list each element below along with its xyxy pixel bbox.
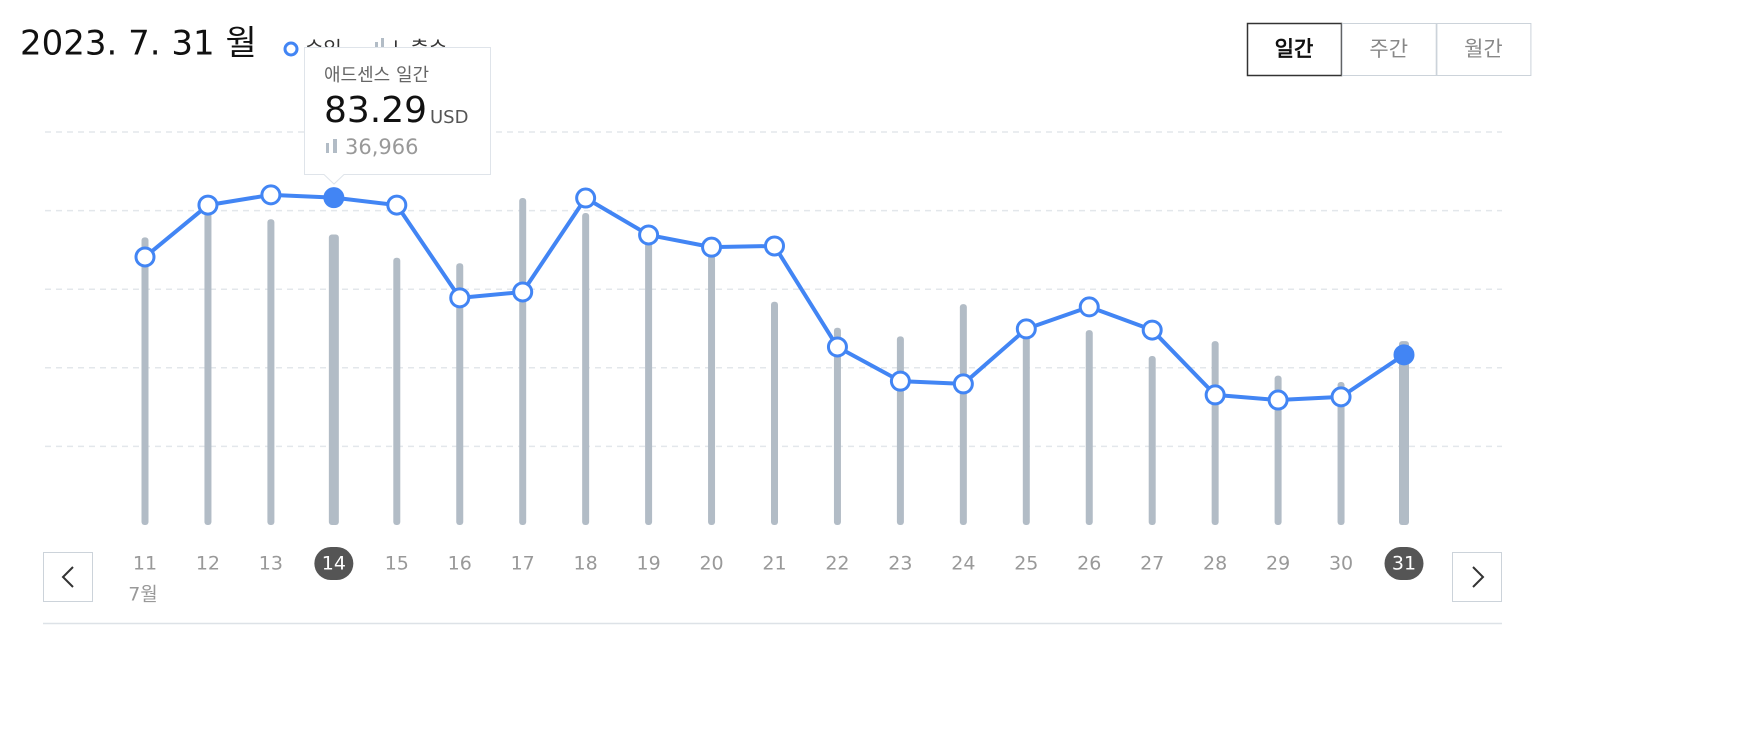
point xyxy=(197,194,219,216)
bar xyxy=(267,219,275,525)
bar xyxy=(1274,375,1282,525)
x-tick-label: 24 xyxy=(951,553,975,575)
bar xyxy=(896,336,904,525)
x-highlight xyxy=(1384,547,1424,580)
tooltip-title: 애드센스 일간 xyxy=(324,65,429,86)
prev-button[interactable] xyxy=(43,552,93,602)
point xyxy=(1078,296,1100,318)
point xyxy=(1204,384,1226,406)
x-tick-label: 13 xyxy=(259,553,283,575)
point xyxy=(323,187,345,209)
point xyxy=(1330,386,1352,408)
period-label: 주간 xyxy=(1369,37,1408,61)
x-tick-label: 20 xyxy=(699,553,723,575)
point xyxy=(575,187,597,209)
point xyxy=(701,236,723,258)
point xyxy=(952,373,974,395)
bar xyxy=(1337,381,1345,525)
x-tick-label: 21 xyxy=(762,553,786,575)
period-button[interactable] xyxy=(1246,22,1343,77)
prev-icon xyxy=(61,566,74,588)
point xyxy=(512,281,534,303)
x-tick-label: 28 xyxy=(1203,553,1227,575)
bar xyxy=(582,212,590,525)
tooltip-unit: USD xyxy=(430,107,468,128)
point xyxy=(1015,318,1037,340)
bar xyxy=(456,263,464,525)
x-tick-label: 27 xyxy=(1140,553,1164,575)
point xyxy=(826,336,848,358)
point xyxy=(889,370,911,392)
point xyxy=(1141,319,1163,341)
period-buttons: 일간 주간 월간 xyxy=(1246,22,1532,77)
next-button[interactable] xyxy=(1452,552,1502,602)
bar xyxy=(708,249,716,525)
x-highlight xyxy=(314,547,354,580)
point xyxy=(449,287,471,309)
x-tick-label: 16 xyxy=(448,553,472,575)
x-tick-label: 18 xyxy=(574,553,598,575)
tooltip-box xyxy=(304,47,491,185)
point xyxy=(1267,389,1289,411)
period-button[interactable] xyxy=(1341,23,1437,76)
x-tick-label: 25 xyxy=(1014,553,1038,575)
legend-line-icon xyxy=(283,41,299,57)
next-icon xyxy=(1472,566,1485,588)
bar xyxy=(1022,326,1030,525)
bar xyxy=(519,198,527,526)
bar xyxy=(393,257,401,525)
bar xyxy=(1085,330,1093,525)
point xyxy=(260,184,282,206)
x-tick-label: 15 xyxy=(385,553,409,575)
point xyxy=(1393,344,1415,366)
tooltip-bar-icon xyxy=(333,139,337,153)
bar xyxy=(1211,341,1219,525)
tooltip-impressions: 36,966 xyxy=(345,135,418,159)
period-label: 월간 xyxy=(1464,37,1503,61)
x-tick-label: 23 xyxy=(888,553,912,575)
bar xyxy=(833,327,841,525)
bar xyxy=(204,209,212,525)
plot: 11 12 13 14 15 16 17 18 19 20 21 22 23 24 25 26 27 28 29 30… xyxy=(45,131,1502,606)
bar xyxy=(141,237,149,525)
nav xyxy=(43,552,1502,625)
x-tick-label: 31 xyxy=(1392,553,1416,575)
point xyxy=(134,246,156,268)
x-tick-label: 30 xyxy=(1329,553,1353,575)
x-tick-label: 22 xyxy=(825,553,849,575)
point xyxy=(764,235,785,257)
x-sublabel: 7월 xyxy=(128,584,158,606)
x-tick-label: 29 xyxy=(1266,553,1290,575)
x-tick-label: 11 xyxy=(133,553,157,575)
x-tick-label: 12 xyxy=(196,553,220,575)
period-label: 일간 xyxy=(1275,37,1314,61)
tooltip-bar-icon xyxy=(326,143,329,153)
bar xyxy=(1399,341,1409,525)
x-tick-label: 19 xyxy=(637,553,661,575)
bar xyxy=(328,234,339,525)
legend-bar-icon xyxy=(381,38,384,54)
bar xyxy=(645,239,653,525)
tooltip-value: 83.29 xyxy=(324,90,427,131)
chart-title: 2023. 7. 31 월 xyxy=(20,24,257,64)
x-tick-label: 26 xyxy=(1077,553,1101,575)
bar xyxy=(1148,356,1156,525)
x-tick-label: 14 xyxy=(322,553,346,575)
tooltip: 애드센스 일간 83.29 USD 36,966 xyxy=(304,47,491,185)
point xyxy=(638,224,660,246)
bar xyxy=(771,301,778,525)
x-tick-label: 17 xyxy=(511,553,535,575)
point xyxy=(386,194,408,216)
period-button[interactable] xyxy=(1436,23,1532,76)
bar xyxy=(959,304,967,525)
